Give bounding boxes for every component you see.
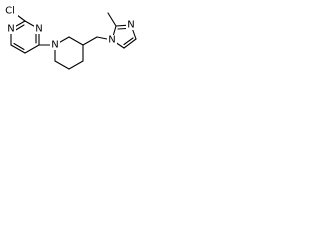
bond (82, 36, 98, 46)
bond (24, 44, 40, 54)
atom-label: N (108, 35, 115, 46)
bond (123, 38, 137, 49)
bond (68, 36, 84, 46)
atom-label: N (127, 20, 134, 31)
atom-labels: Cl N N N N N (3, 6, 136, 51)
atom-label: N (35, 24, 42, 35)
bond (10, 44, 26, 54)
atom-label: Cl (5, 6, 15, 17)
bond (54, 60, 70, 70)
bonds (10, 11, 137, 70)
atom-label: N (51, 40, 58, 51)
double-bond (123, 37, 134, 46)
double-bond (13, 42, 25, 51)
molecule-diagram: Cl N N N N N (3, 6, 137, 70)
bond (107, 12, 117, 27)
bond (68, 60, 84, 70)
atom-label: N (7, 24, 14, 35)
